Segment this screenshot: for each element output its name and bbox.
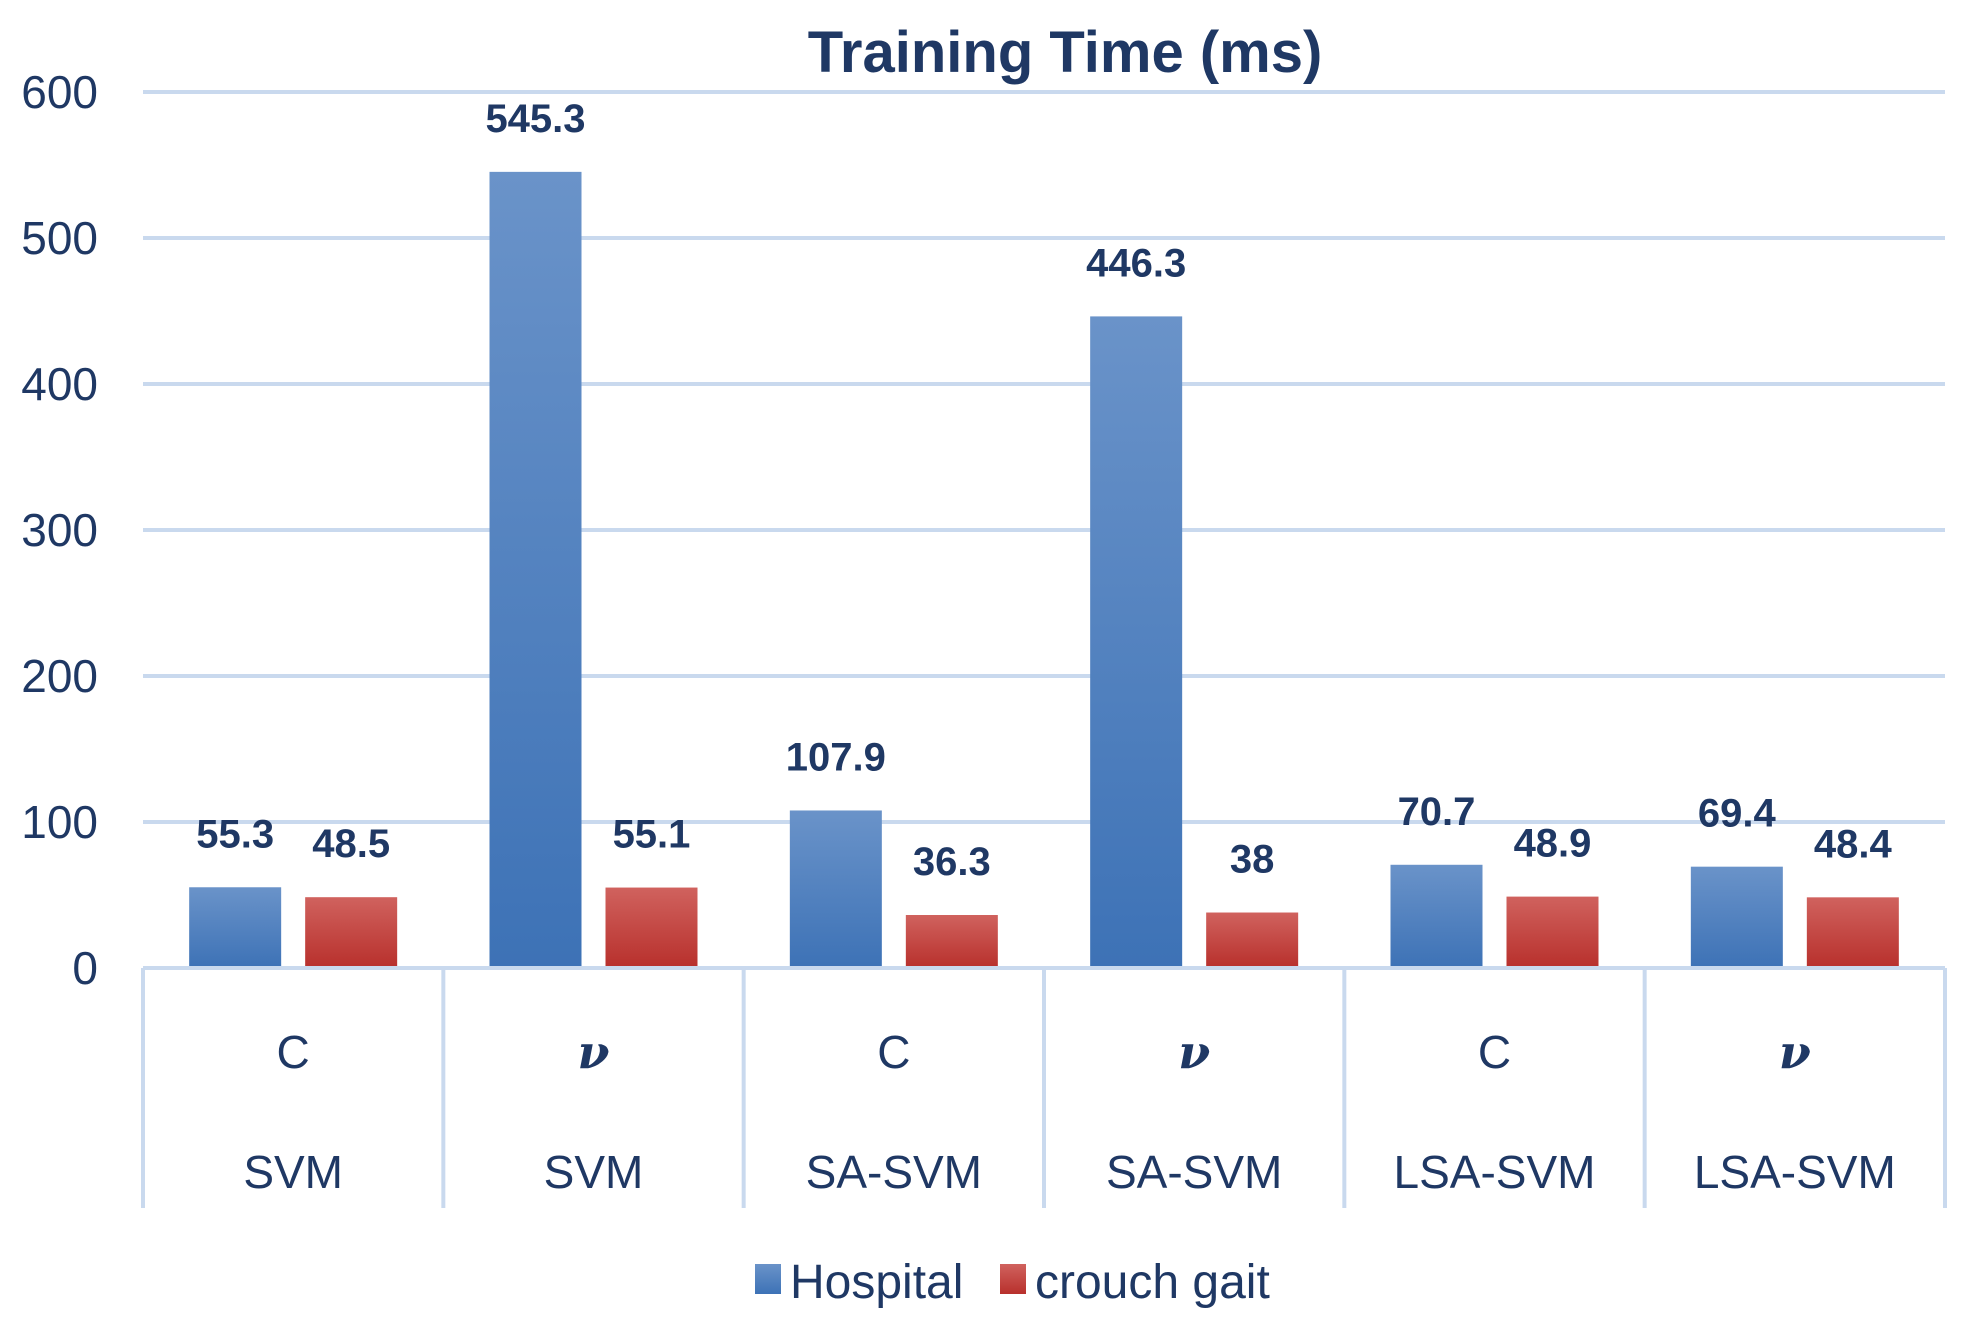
y-tick-label: 300 xyxy=(21,504,98,556)
bar-hospital-5 xyxy=(1690,866,1783,968)
bar-hospital-4 xyxy=(1390,864,1483,968)
chart-title: Training Time (ms) xyxy=(808,20,1323,85)
data-label: 38 xyxy=(1230,838,1275,882)
category-method-label: SA-SVM xyxy=(1106,1146,1282,1198)
y-tick-label: 500 xyxy=(21,212,98,264)
category-param-label: C xyxy=(1478,1026,1511,1078)
bar-crouch-gait-2 xyxy=(905,915,998,968)
category-param-label: C xyxy=(277,1026,310,1078)
y-tick-label: 400 xyxy=(21,358,98,410)
legend-item-crouch-gait: crouch gait xyxy=(1000,1256,1270,1309)
y-tick-label: 0 xyxy=(72,942,98,994)
legend: Hospital crouch gait xyxy=(755,1256,1270,1309)
y-tick-label: 600 xyxy=(21,66,98,118)
category-method-label: SVM xyxy=(243,1146,343,1198)
data-label: 545.3 xyxy=(485,97,585,141)
y-tick-label: 100 xyxy=(21,796,98,848)
bar-crouch-gait-3 xyxy=(1206,912,1299,968)
bar-crouch-gait-1 xyxy=(605,887,698,968)
data-label: 69.4 xyxy=(1698,792,1777,836)
category-param-label: C xyxy=(877,1026,910,1078)
bar-hospital-2 xyxy=(789,810,882,968)
data-label: 446.3 xyxy=(1086,241,1186,285)
bar-crouch-gait-0 xyxy=(305,897,398,968)
data-label: 36.3 xyxy=(913,840,991,884)
legend-item-hospital: Hospital xyxy=(755,1256,963,1309)
legend-label-crouch-gait: crouch gait xyxy=(1035,1256,1270,1309)
y-axis-ticks: 0 100 200 300 400 500 600 xyxy=(21,66,98,994)
bar-crouch-gait-4 xyxy=(1506,896,1599,968)
category-param-label: ν xyxy=(1779,1025,1811,1079)
data-labels: 55.3 48.5 545.3 55.1 107.9 36.3 446.3 38 70.7 48.… xyxy=(196,97,1892,884)
data-label: 48.4 xyxy=(1814,822,1893,866)
category-method-label: SA-SVM xyxy=(806,1146,982,1198)
bar-hospital-0 xyxy=(189,887,282,968)
gridlines xyxy=(143,90,1945,824)
legend-swatch-crouch-gait xyxy=(1000,1264,1026,1294)
x-axis: C SVM ν SVM C SA-SVM ν SA-SVM C LSA-SVM ν LSA-SVM xyxy=(141,966,1947,1208)
category-method-label: SVM xyxy=(544,1146,644,1198)
legend-label-hospital: Hospital xyxy=(790,1256,963,1309)
category-param-label: ν xyxy=(578,1025,610,1079)
data-label: 48.5 xyxy=(312,822,390,866)
legend-swatch-hospital xyxy=(755,1264,781,1294)
data-label: 55.3 xyxy=(196,812,274,856)
bar-crouch-gait-5 xyxy=(1806,897,1899,968)
data-label: 48.9 xyxy=(1514,822,1592,866)
bars xyxy=(189,171,1899,969)
data-label: 107.9 xyxy=(786,735,886,779)
category-method-label: LSA-SVM xyxy=(1694,1146,1896,1198)
bar-hospital-3 xyxy=(1090,316,1183,969)
category-param-label: ν xyxy=(1178,1025,1210,1079)
bar-hospital-1 xyxy=(489,171,582,968)
data-label: 70.7 xyxy=(1398,790,1476,834)
y-tick-label: 200 xyxy=(21,650,98,702)
data-label: 55.1 xyxy=(613,813,691,857)
category-method-label: LSA-SVM xyxy=(1394,1146,1596,1198)
